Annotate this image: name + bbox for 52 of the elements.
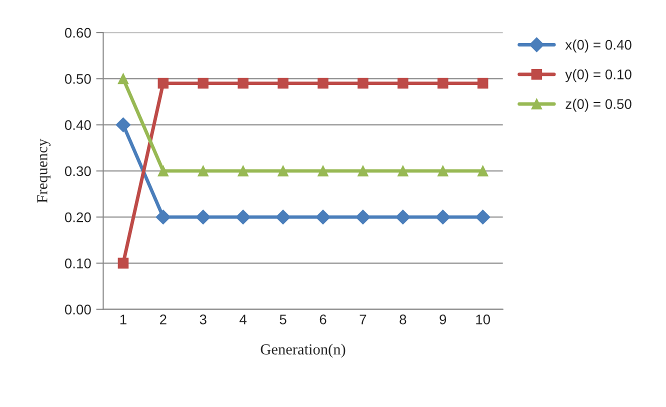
point: [398, 166, 408, 176]
x-tick-label: 3: [200, 314, 206, 324]
y-tick-label: 0.30: [64, 166, 91, 176]
point: [475, 210, 490, 224]
y-axis-title: Frequency: [37, 138, 51, 203]
y-tick-label: 0.10: [64, 258, 91, 268]
point: [358, 166, 368, 176]
point: [198, 78, 209, 89]
point: [238, 78, 248, 89]
point: [278, 166, 288, 176]
point: [158, 78, 169, 89]
point: [238, 166, 248, 176]
x-tick-label: 6: [320, 314, 326, 324]
point: [438, 166, 448, 176]
point: [477, 78, 488, 89]
y-tick-label: 0.40: [64, 120, 91, 130]
point: [316, 210, 330, 224]
x-tick-label: 7: [360, 314, 366, 324]
y-tick-label: 0.20: [64, 212, 91, 222]
point: [196, 210, 211, 224]
point: [276, 210, 290, 224]
point: [158, 166, 169, 176]
point: [198, 166, 209, 176]
x-tick-label: 9: [440, 314, 446, 324]
legend-label: z(0) = 0.50: [566, 98, 632, 112]
point: [116, 117, 131, 132]
y-tick-label: 0.00: [64, 304, 91, 314]
point: [438, 78, 448, 89]
x-axis-title: Generation(n): [260, 344, 346, 358]
x-tick-label: 1: [120, 314, 126, 324]
point: [398, 78, 408, 89]
x-tick-label: 10: [476, 314, 490, 324]
point: [435, 210, 450, 224]
point: [477, 166, 488, 176]
x-tick-label: 4: [240, 314, 247, 324]
x-tick-label: 5: [280, 314, 286, 324]
x-tick-label: 2: [160, 314, 166, 324]
point: [118, 258, 129, 269]
point: [318, 78, 328, 89]
point: [358, 78, 368, 89]
point: [356, 210, 370, 224]
point: [278, 78, 288, 89]
point: [156, 210, 171, 224]
y-tick-label: 0.50: [64, 74, 91, 84]
y-tick-label: 0.60: [64, 28, 91, 38]
point: [318, 166, 328, 176]
legend-label: x(0) = 0.40: [565, 40, 632, 52]
point: [118, 73, 129, 84]
point: [396, 210, 410, 224]
legend-label: y(0) = 0.10: [565, 69, 632, 82]
x-tick-label: 8: [400, 314, 406, 324]
point: [236, 210, 250, 224]
